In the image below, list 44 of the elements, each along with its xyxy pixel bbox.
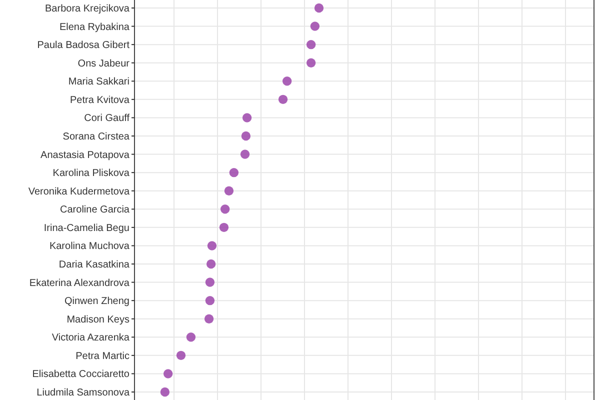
point: [242, 113, 252, 122]
point: [310, 22, 320, 31]
point: [282, 76, 292, 86]
y-tick-label: Paula Badosa Gibert: [37, 40, 130, 52]
point: [220, 204, 230, 214]
point: [240, 150, 250, 159]
y-tick-label: Qinwen Zheng: [64, 296, 130, 308]
y-tick-label: Ons Jabeur: [78, 58, 130, 70]
point: [306, 58, 316, 68]
y-tick-label: Daria Kasatkina: [58, 260, 130, 270]
point: [163, 369, 173, 378]
point: [186, 332, 196, 342]
point: [204, 314, 214, 324]
y-tick-label: Karolina Muchova: [49, 241, 130, 252]
y-tick-label: Petra Kvitova: [70, 94, 130, 106]
point: [205, 296, 215, 306]
y-tick-label: Liudmila Samsonova: [36, 388, 130, 398]
point: [314, 3, 324, 13]
point: [224, 186, 234, 196]
point: [160, 387, 170, 397]
point: [219, 222, 229, 232]
point: [229, 168, 239, 178]
y-tick-label: Victoria Azarenka: [52, 332, 130, 344]
y-tick-label: Cori Gauff: [84, 113, 130, 124]
y-tick-label: Caroline Garcia: [60, 204, 130, 216]
y-tick-label: Anastasia Potapova: [40, 150, 130, 161]
y-tick-label: Veronika Kudermetova: [28, 186, 130, 198]
point: [241, 131, 251, 141]
y-tick-label: Elena Rybakina: [59, 22, 130, 33]
y-tick-label: Sorana Cirstea: [62, 132, 130, 142]
y-tick-label: Petra Martic: [76, 350, 130, 362]
point: [207, 241, 217, 250]
y-tick-label: Irina-Camelia Begu: [44, 222, 130, 234]
y-tick-label: Karolina Pliskova: [52, 168, 130, 180]
point: [306, 40, 316, 50]
point: [176, 350, 186, 360]
y-tick-label: Barbora Krejcikova: [45, 4, 130, 14]
y-tick-label: Maria Sakkari: [68, 76, 130, 88]
y-tick-label: Madison Keys: [66, 314, 130, 326]
y-tick-label: Ekaterina Alexandrova: [29, 278, 130, 289]
point: [205, 278, 215, 287]
y-tick-label: Elisabetta Cocciaretto: [32, 369, 130, 380]
point: [206, 259, 216, 269]
point: [278, 94, 288, 104]
